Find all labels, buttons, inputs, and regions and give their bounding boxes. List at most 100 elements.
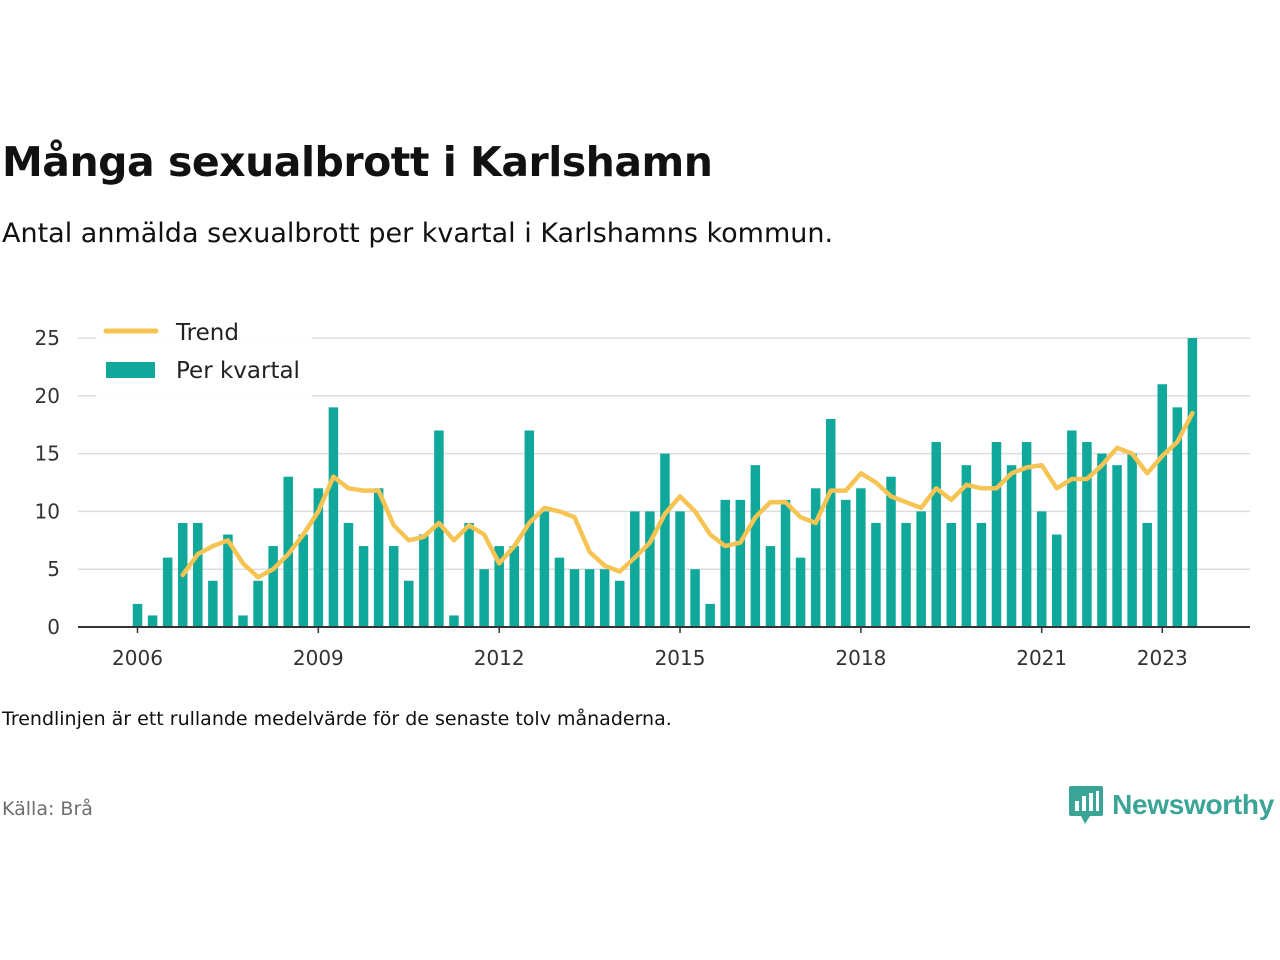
bar (1172, 407, 1183, 627)
bar (780, 499, 791, 627)
legend-bar-label: Per kvartal (176, 358, 300, 384)
bar (238, 615, 248, 627)
trend-point (754, 516, 756, 518)
bar (1006, 465, 1017, 627)
bar (298, 534, 309, 627)
y-tick-label: 25 (35, 326, 60, 350)
bar (1021, 442, 1032, 627)
bar (419, 534, 429, 627)
legend-bar-swatch (106, 362, 155, 378)
bar (1097, 453, 1107, 627)
chart-area: 0 5 10 15 20 25 2006 2009 2012 2015 2018 2021 2023 T… (35, 312, 1250, 670)
trend-point (317, 510, 319, 512)
bar (464, 522, 474, 627)
legend-background (96, 312, 312, 398)
bar (584, 569, 595, 627)
trend-point (483, 534, 485, 536)
trend-point (498, 562, 500, 564)
trend-point (257, 576, 259, 578)
trend-point (709, 534, 711, 536)
bar (946, 522, 957, 627)
bar (268, 546, 278, 627)
trend-point (1176, 441, 1178, 443)
bar (690, 569, 700, 627)
trend-point (875, 482, 877, 483)
bar (720, 499, 730, 627)
trend-line (180, 410, 1195, 580)
bar (539, 511, 550, 627)
trend-point (1071, 478, 1073, 480)
bar (404, 580, 414, 627)
bar (313, 488, 324, 627)
trend-point (800, 516, 802, 518)
bar (901, 522, 911, 627)
trend-point (935, 487, 937, 489)
bar (162, 557, 173, 627)
bar (132, 603, 143, 627)
x-tick-label: 2009 (293, 646, 344, 670)
trend-point (227, 539, 229, 541)
bar (886, 476, 896, 627)
trend-point (769, 501, 771, 503)
bar (1082, 442, 1092, 627)
bar (630, 511, 640, 627)
trend-point (1116, 447, 1118, 449)
logo-text: Newsworthy (1112, 789, 1274, 820)
bar (871, 522, 881, 627)
bar (509, 546, 519, 627)
bar (1187, 338, 1198, 627)
trend-point (378, 490, 380, 492)
x-tick-label: 2006 (112, 646, 163, 670)
trend-point (438, 522, 440, 524)
trend-point (1191, 412, 1193, 414)
trend-point (558, 510, 560, 512)
trend-series (180, 410, 1195, 580)
bar (193, 522, 203, 627)
bar (358, 546, 369, 627)
x-tick-label: 2021 (1016, 646, 1067, 670)
trend-point (423, 536, 425, 538)
trend-point (408, 539, 410, 541)
trend-point (860, 472, 862, 474)
trend-point (1131, 453, 1133, 455)
bar (599, 569, 610, 627)
trend-point (980, 487, 982, 489)
axes: 0 5 10 15 20 25 2006 2009 2012 2015 2018 2021 2023 (35, 326, 1250, 670)
bar (208, 580, 218, 627)
bar (524, 430, 535, 627)
bar (1052, 534, 1062, 627)
trend-point (574, 516, 576, 518)
bar (856, 488, 866, 627)
bar (1157, 384, 1168, 627)
bar (750, 465, 761, 627)
bar (660, 453, 670, 627)
bar (449, 615, 459, 627)
trend-point (815, 522, 817, 524)
chart-subtitle: Antal anmälda sexualbrott per kvartal i … (2, 218, 834, 249)
trend-point (242, 562, 244, 564)
trend-point (1101, 464, 1103, 466)
trend-point (920, 507, 922, 509)
chart-title: Många sexualbrott i Karlshamn (2, 138, 713, 186)
trend-point (1056, 487, 1058, 489)
trend-point (1086, 478, 1088, 480)
bar (223, 534, 233, 627)
bar (388, 546, 399, 627)
trend-point (197, 553, 199, 555)
y-tick-label: 10 (35, 499, 60, 523)
trend-point (332, 476, 334, 478)
trend-point (634, 557, 636, 559)
trend-point (604, 565, 606, 567)
x-tick-label: 2023 (1137, 646, 1188, 670)
newsworthy-logo-icon (1069, 786, 1104, 824)
trend-point (724, 545, 726, 547)
newsworthy-logo: Newsworthy (1068, 784, 1274, 826)
bar (614, 580, 625, 627)
trend-point (1011, 472, 1013, 474)
bar (373, 488, 384, 627)
bar (554, 557, 565, 627)
y-tick-label: 5 (47, 557, 60, 581)
bar (976, 522, 987, 627)
trend-point (950, 499, 952, 501)
trend-point (287, 553, 289, 555)
